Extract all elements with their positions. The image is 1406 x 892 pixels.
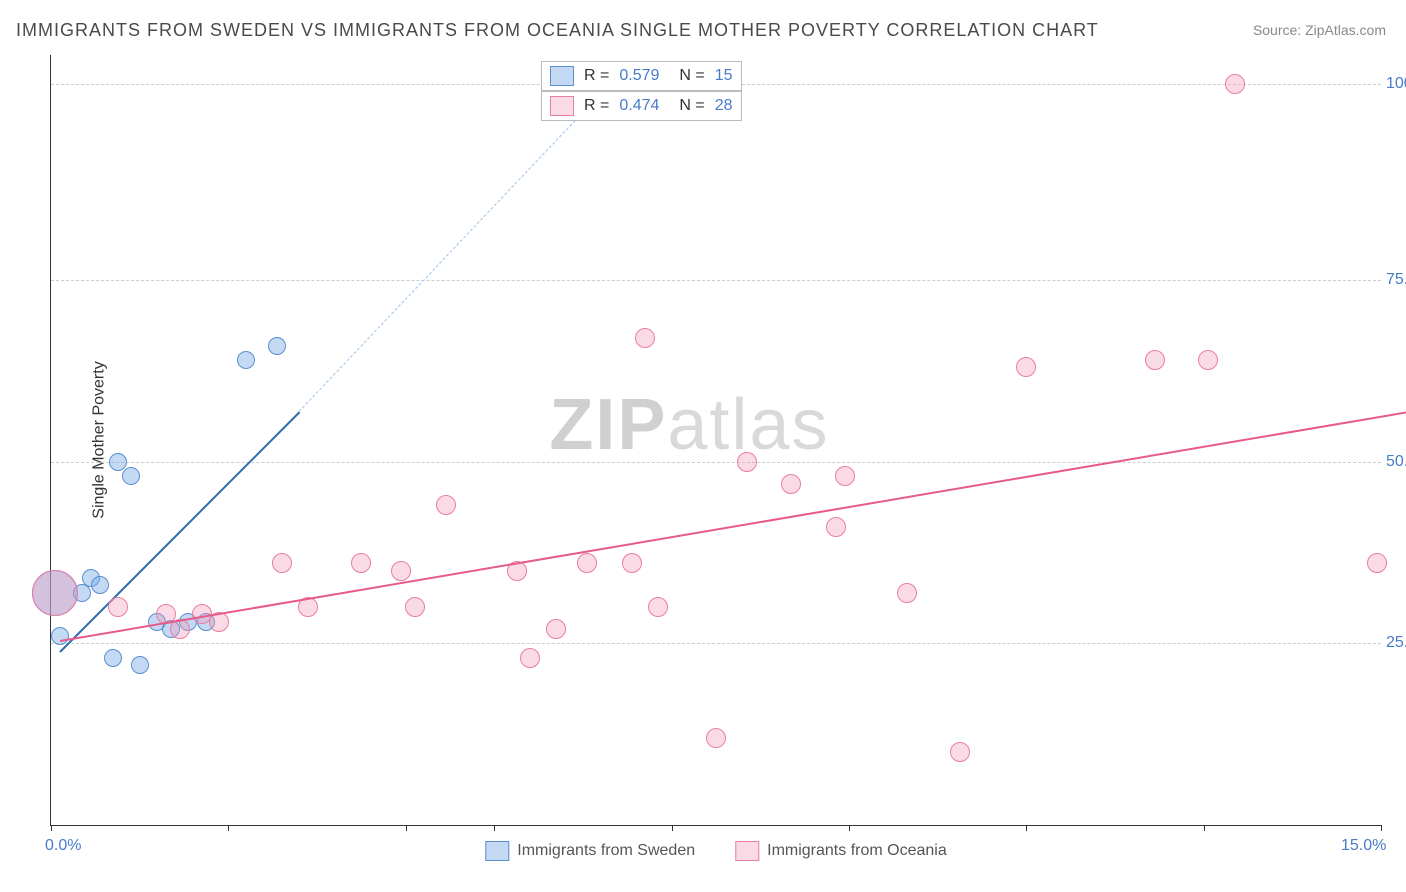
data-point bbox=[737, 452, 757, 472]
data-point bbox=[897, 583, 917, 603]
source-attribution: Source: ZipAtlas.com bbox=[1253, 22, 1386, 38]
legend-swatch bbox=[485, 841, 509, 861]
watermark: ZIPatlas bbox=[549, 384, 829, 466]
data-point bbox=[104, 649, 122, 667]
data-point bbox=[520, 648, 540, 668]
legend-label: Immigrants from Sweden bbox=[517, 842, 695, 860]
legend-item: Immigrants from Sweden bbox=[485, 841, 695, 861]
stat-n-label: N = bbox=[679, 67, 704, 85]
x-tick bbox=[51, 825, 52, 831]
data-point bbox=[391, 561, 411, 581]
chart-title: IMMIGRANTS FROM SWEDEN VS IMMIGRANTS FRO… bbox=[16, 20, 1099, 41]
data-point bbox=[835, 466, 855, 486]
x-tick bbox=[494, 825, 495, 831]
legend-swatch bbox=[550, 96, 574, 116]
stats-row: R = 0.474 N = 28 bbox=[541, 91, 742, 121]
data-point bbox=[781, 474, 801, 494]
x-tick bbox=[1026, 825, 1027, 831]
gridline bbox=[51, 280, 1381, 281]
data-point bbox=[122, 467, 140, 485]
trend-line bbox=[60, 411, 1406, 642]
legend-swatch bbox=[735, 841, 759, 861]
stat-n-label: N = bbox=[679, 97, 704, 115]
data-point bbox=[577, 553, 597, 573]
x-tick bbox=[406, 825, 407, 831]
data-point bbox=[635, 328, 655, 348]
x-tick bbox=[849, 825, 850, 831]
stats-row: R = 0.579 N = 15 bbox=[541, 61, 742, 91]
data-point bbox=[1016, 357, 1036, 377]
legend-item: Immigrants from Oceania bbox=[735, 841, 947, 861]
data-point bbox=[237, 351, 255, 369]
y-tick-label: 50.0% bbox=[1386, 453, 1406, 471]
data-point bbox=[436, 495, 456, 515]
trend-line bbox=[299, 84, 610, 412]
plot-area: Single Mother Poverty ZIPatlas 25.0%50.0… bbox=[50, 55, 1381, 826]
x-tick bbox=[672, 825, 673, 831]
watermark-bold: ZIP bbox=[549, 385, 667, 465]
x-tick bbox=[228, 825, 229, 831]
data-point bbox=[1367, 553, 1387, 573]
stat-r-value: 0.579 bbox=[619, 67, 659, 85]
data-point bbox=[1198, 350, 1218, 370]
legend-swatch bbox=[550, 66, 574, 86]
data-point bbox=[1225, 74, 1245, 94]
x-tick bbox=[1204, 825, 1205, 831]
stat-r-label: R = bbox=[584, 67, 609, 85]
data-point bbox=[950, 742, 970, 762]
data-point bbox=[648, 597, 668, 617]
stat-r-value: 0.474 bbox=[619, 97, 659, 115]
y-tick-label: 75.0% bbox=[1386, 271, 1406, 289]
stat-n-value: 15 bbox=[715, 67, 733, 85]
y-tick-label: 25.0% bbox=[1386, 634, 1406, 652]
data-point bbox=[546, 619, 566, 639]
data-point bbox=[622, 553, 642, 573]
x-tick bbox=[1381, 825, 1382, 831]
stat-r-label: R = bbox=[584, 97, 609, 115]
x-tick-label: 0.0% bbox=[45, 837, 81, 855]
legend: Immigrants from Sweden Immigrants from Oc… bbox=[485, 841, 946, 861]
y-axis-title: Single Mother Poverty bbox=[91, 361, 109, 518]
data-point bbox=[32, 570, 78, 616]
data-point bbox=[108, 597, 128, 617]
data-point bbox=[405, 597, 425, 617]
gridline bbox=[51, 643, 1381, 644]
data-point bbox=[268, 337, 286, 355]
data-point bbox=[826, 517, 846, 537]
data-point bbox=[91, 576, 109, 594]
data-point bbox=[131, 656, 149, 674]
stat-n-value: 28 bbox=[715, 97, 733, 115]
data-point bbox=[706, 728, 726, 748]
y-tick-label: 100.0% bbox=[1386, 75, 1406, 93]
data-point bbox=[272, 553, 292, 573]
data-point bbox=[351, 553, 371, 573]
legend-label: Immigrants from Oceania bbox=[767, 842, 947, 860]
data-point bbox=[1145, 350, 1165, 370]
x-tick-label: 15.0% bbox=[1341, 837, 1386, 855]
data-point bbox=[109, 453, 127, 471]
